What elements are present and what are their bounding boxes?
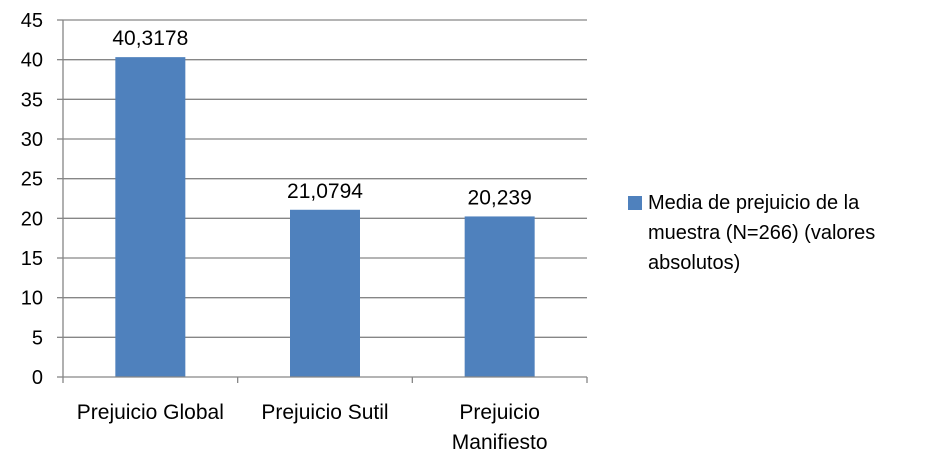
y-tick-label: 30 <box>21 129 43 151</box>
data-label: 20,239 <box>468 186 532 209</box>
data-label: 21,0794 <box>287 180 363 203</box>
x-axis-labels: Prejuicio Global Prejuicio Sutil Prejuicio… <box>77 401 548 454</box>
y-tick-label: 20 <box>21 208 43 230</box>
data-labels: 40,3178 21,0794 20,239 <box>112 27 531 209</box>
x-axis <box>62 20 588 383</box>
y-tick-label: 0 <box>32 367 43 389</box>
y-tick-label: 45 <box>21 10 43 32</box>
bar <box>290 209 360 377</box>
data-label: 40,3178 <box>112 27 188 50</box>
x-tick-label: Prejuicio Sutil <box>261 401 388 424</box>
y-tick-label: 35 <box>21 89 43 111</box>
y-tick-label: 10 <box>21 288 43 310</box>
legend-swatch <box>628 196 642 210</box>
x-tick-label: Prejuicio <box>459 401 540 424</box>
y-tick-label: 40 <box>21 50 43 72</box>
y-tick-label: 25 <box>21 169 43 191</box>
y-axis-ticks: 0 5 10 15 20 25 30 35 40 45 <box>21 10 63 389</box>
y-tick-label: 5 <box>32 327 43 349</box>
legend-label: Media de prejuicio de la muestra (N=266)… <box>648 192 876 274</box>
bar <box>464 216 535 377</box>
bar <box>115 57 186 378</box>
bars <box>115 57 535 378</box>
x-tick-label: Prejuicio Global <box>77 401 224 424</box>
x-tick-label: Manifiesto <box>452 431 548 454</box>
y-tick-label: 15 <box>21 248 43 270</box>
